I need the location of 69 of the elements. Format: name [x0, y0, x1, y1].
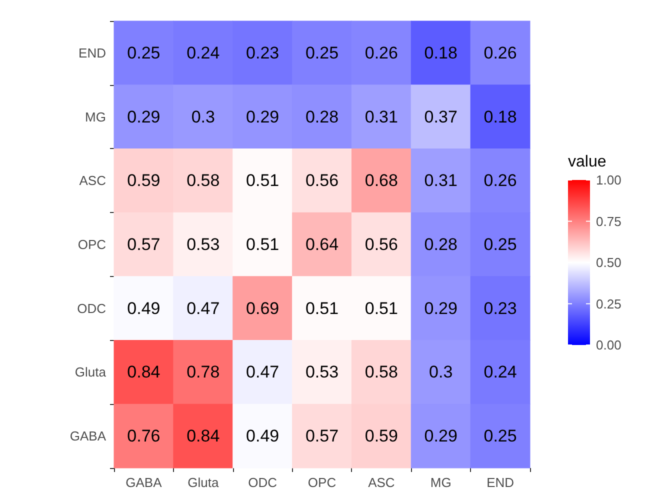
data-label: 0.18 — [484, 107, 517, 126]
data-label: 0.29 — [127, 107, 160, 126]
data-label: 0.37 — [424, 107, 458, 126]
x-tick-label: END — [486, 475, 514, 490]
data-label: 0.51 — [305, 298, 339, 318]
data-label: 0.25 — [484, 426, 517, 446]
data-label: 0.56 — [305, 171, 339, 190]
data-label: 0.51 — [246, 235, 280, 254]
data-label: 0.29 — [424, 426, 458, 446]
data-label: 0.84 — [186, 426, 220, 446]
data-label: 0.29 — [246, 107, 280, 126]
x-tick-label: GABA — [126, 475, 162, 490]
color-bar-label: 0.25 — [596, 296, 622, 312]
data-label: 0.28 — [424, 235, 458, 254]
data-label: 0.49 — [127, 298, 160, 318]
data-label: 0.23 — [484, 298, 517, 318]
data-label: 0.31 — [424, 171, 458, 190]
data-label: 0.58 — [364, 362, 398, 382]
data-label: 0.58 — [186, 171, 220, 190]
data-label: 0.76 — [127, 426, 160, 446]
y-tick-label: END — [78, 45, 106, 60]
x-tick-label: MG — [430, 475, 452, 490]
data-label: 0.26 — [484, 43, 517, 62]
y-tick-label: MG — [85, 109, 106, 124]
y-tick-label: ODC — [77, 300, 106, 316]
data-label: 0.57 — [127, 235, 160, 254]
data-label: 0.51 — [246, 171, 280, 190]
legend-title: value — [568, 154, 606, 170]
y-tick-label: GABA — [70, 428, 106, 444]
color-bar-label: 0.00 — [596, 338, 622, 352]
data-label: 0.53 — [305, 362, 339, 382]
data-label: 0.23 — [246, 43, 280, 62]
x-tick-label: ASC — [368, 475, 395, 490]
data-label: 0.47 — [186, 298, 220, 318]
data-label: 0.68 — [364, 171, 398, 190]
y-tick-label: OPC — [78, 237, 106, 252]
data-label: 0.18 — [424, 43, 458, 62]
color-bar-label: 0.50 — [596, 255, 622, 270]
data-label: 0.84 — [127, 362, 160, 382]
data-label: 0.29 — [424, 298, 458, 318]
data-label: 0.28 — [305, 107, 339, 126]
data-label: 0.47 — [246, 362, 280, 382]
data-label: 0.57 — [305, 426, 339, 446]
data-label: 0.3 — [429, 362, 453, 382]
color-bar-label: 0.75 — [596, 214, 622, 229]
data-label: 0.24 — [484, 362, 517, 382]
data-label: 0.59 — [364, 426, 398, 446]
x-tick-label: OPC — [308, 475, 336, 490]
data-label: 0.26 — [484, 171, 517, 190]
data-label: 0.49 — [246, 426, 280, 446]
data-label: 0.64 — [305, 235, 339, 254]
data-label: 0.25 — [127, 43, 160, 62]
y-tick-label: ASC — [79, 173, 106, 188]
data-label: 0.3 — [191, 107, 215, 126]
data-label: 0.78 — [186, 362, 220, 382]
data-label: 0.31 — [364, 107, 398, 126]
x-tick-label: Gluta — [188, 475, 220, 490]
data-label: 0.56 — [364, 235, 398, 254]
x-tick-label: ODC — [248, 475, 278, 490]
data-label: 0.25 — [484, 235, 517, 254]
data-label: 0.59 — [127, 171, 160, 190]
data-label: 0.26 — [364, 43, 398, 62]
color-bar-label: 1.00 — [596, 172, 622, 188]
y-tick-label: Gluta — [74, 364, 107, 380]
data-label: 0.25 — [305, 43, 339, 62]
data-label: 0.53 — [186, 235, 220, 254]
data-label: 0.51 — [364, 298, 398, 318]
data-label: 0.69 — [246, 298, 280, 318]
data-label: 0.24 — [186, 43, 220, 62]
